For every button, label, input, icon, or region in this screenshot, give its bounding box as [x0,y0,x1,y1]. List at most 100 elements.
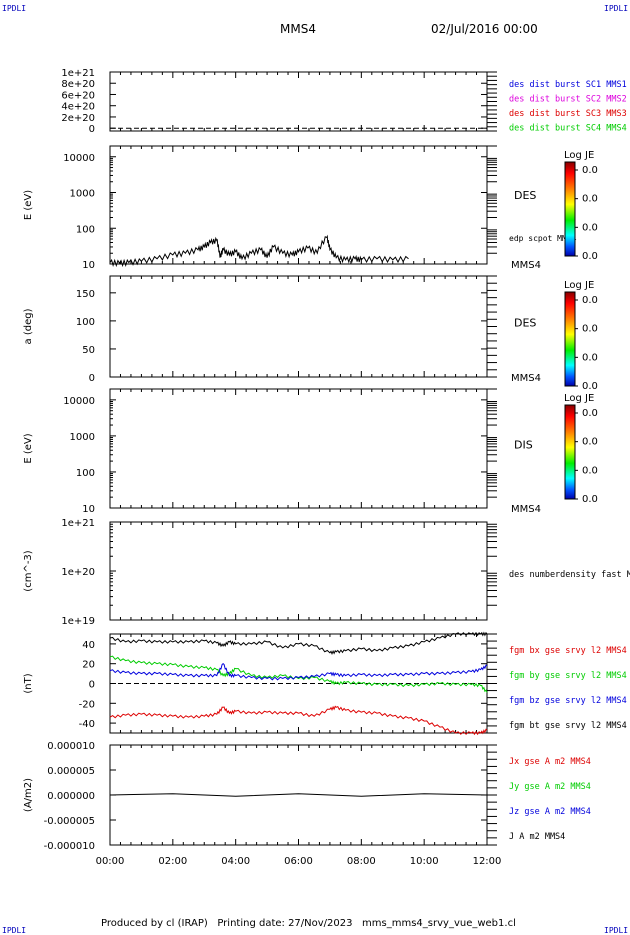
panel4-colorbar-tick-label: 0.0 [582,465,598,476]
panel2-colorbar-title: Log JE [564,150,594,161]
panel4-spacecraft-label: MMS4 [511,504,541,515]
datetime-title: 02/Jul/2016 00:00 [431,22,538,36]
panel5-y-tick-label: 1e+19 [61,616,95,627]
panel7-legend-entry: Jz gse A m2 MMS4 [509,807,591,817]
x-tick-label: 10:00 [410,856,439,867]
panel2-frame [109,145,488,265]
panel7-y-tick-label: 0.000005 [47,766,95,777]
panel4-y-tick-label: 100 [76,468,95,479]
panel2-colorbar [564,161,576,257]
panel6-y-axis-label: (nT) [23,673,34,693]
panel3-frame [109,275,488,378]
panel4-colorbar-tick-label: 0.0 [582,494,598,505]
panel6-y-tick-label: 0 [89,680,95,691]
panel2-colorbar-tick-label: 0.0 [582,165,598,176]
panel2-y-tick-label: 1000 [70,189,95,200]
panel3-colorbar [564,291,576,387]
panel1-frame [109,71,488,132]
panel2-colorbar-tick-label: 0.0 [582,222,598,233]
panel6-series-fgm-bz-gse-srvy-l2-MMS4 [109,663,488,681]
panel6-legend-entry: fgm bt gse srvy l2 MMS4 [509,721,627,731]
panel5-legend-entry: des numberdensity fast M [509,570,630,580]
panel6-series-fgm-by-gse-srvy-l2-MMS4 [109,655,488,693]
panel7-legend-entry: Jx gse A m2 MMS4 [509,757,591,767]
panel6-y-tick-label: -20 [79,699,95,710]
panel3-instrument-label: DES [514,317,536,330]
panel1-y-tick-label: 6e+20 [61,90,95,101]
panel1-legend-entry: des dist burst SC3 MMS3 [509,109,627,119]
panel1-legend-entry: des dist burst SC4 MMS4 [509,124,627,134]
panel5-frame [109,521,488,621]
panel4-frame [109,388,488,509]
panel4-y-tick-label: 10000 [63,396,95,407]
panel2-colorbar-tick-label: 0.0 [582,251,598,262]
panel4-colorbar-tick-label: 0.0 [582,437,598,448]
panel2-y-tick-label: 100 [76,224,95,235]
panel3-y-tick-label: 150 [76,289,95,300]
spacecraft-title: MMS4 [280,22,316,36]
corner-label-bottom-left: IPDLI [2,926,27,935]
panel5-y-axis-label: (cm^-3) [23,550,34,591]
x-tick-label: 08:00 [347,856,376,867]
panel2-y-axis-label: E (eV) [23,190,34,220]
panel6-y-tick-label: 40 [82,640,95,651]
panel7-y-tick-label: -0.000005 [44,816,95,827]
corner-label-top-right: IPDLI [604,4,629,13]
panel3-colorbar-title: Log JE [564,280,594,291]
panel4-y-tick-label: 1000 [70,432,95,443]
panel2-series-label: edp scpot MMS4 [509,234,577,243]
panel7-legend-entry: J A m2 MMS4 [509,832,565,842]
panel3-spacecraft-label: MMS4 [511,373,541,384]
panel4-y-axis-label: E (eV) [23,433,34,463]
panel7-legend-entry: Jy gse A m2 MMS4 [509,782,591,792]
x-tick-label: 02:00 [158,856,187,867]
panel7-y-axis-label: (A/m2) [23,778,34,812]
panel7-y-tick-label: 0.000000 [47,791,95,802]
x-tick-label: 06:00 [284,856,313,867]
corner-label-top-left: IPDLI [2,4,27,13]
panel3-y-tick-label: 50 [82,345,95,356]
panel3-colorbar-tick-label: 0.0 [582,352,598,363]
panel6-legend-entry: fgm bx gse srvy l2 MMS4 [509,646,627,656]
panel4-colorbar-title: Log JE [564,393,594,404]
panel6-y-tick-label: 20 [82,660,95,671]
panel2-series-edp-scpot-MMS4 [109,234,409,268]
panel3-y-tick-label: 100 [76,317,95,328]
corner-label-bottom-right: IPDLI [604,926,629,935]
panel1-y-tick-label: 8e+20 [61,79,95,90]
panel7-y-tick-label: 0.000010 [47,741,95,752]
panel6-legend-entry: fgm bz gse srvy l2 MMS4 [509,696,627,706]
x-tick-label: 04:00 [221,856,250,867]
panel1-legend-entry: des dist burst SC2 MMS2 [509,95,627,105]
panel2-y-tick-label: 10 [82,260,95,271]
panel2-y-tick-label: 10000 [63,153,95,164]
panel5-y-tick-label: 1e+20 [61,567,95,578]
panel7-y-tick-label: -0.000010 [44,841,95,852]
panel3-y-axis-label: a (deg) [23,308,34,344]
panel3-colorbar-tick-label: 0.0 [582,324,598,335]
panel4-y-tick-label: 10 [82,504,95,515]
panel1-y-tick-label: 2e+20 [61,113,95,124]
panel6-legend-entry: fgm by gse srvy l2 MMS4 [509,671,627,681]
panel1-y-tick-label: 1e+21 [61,68,95,79]
panel6-series-fgm-bx-gse-srvy-l2-MMS4 [109,705,488,736]
panel7-frame [109,744,488,846]
panel3-y-tick-label: 0 [89,373,95,384]
panel4-colorbar [564,404,576,500]
panel4-colorbar-tick-label: 0.0 [582,408,598,419]
panel6-y-tick-label: -40 [79,719,95,730]
panel6-series-fgm-bt-gse-srvy-l2-MMS4 [109,631,488,655]
panel4-instrument-label: DIS [514,439,533,452]
panel2-instrument-label: DES [514,189,536,202]
panel3-colorbar-tick-label: 0.0 [582,295,598,306]
panel3-colorbar-tick-label: 0.0 [582,381,598,392]
panel1-legend-entry: des dist burst SC1 MMS1 [509,80,627,90]
x-tick-label: 00:00 [96,856,125,867]
panel5-y-tick-label: 1e+21 [61,518,95,529]
panel2-spacecraft-label: MMS4 [511,260,541,271]
panel1-y-tick-label: 4e+20 [61,102,95,113]
x-tick-label: 12:00 [473,856,502,867]
panel1-y-tick-label: 0 [89,124,95,135]
panel2-colorbar-tick-label: 0.0 [582,194,598,205]
